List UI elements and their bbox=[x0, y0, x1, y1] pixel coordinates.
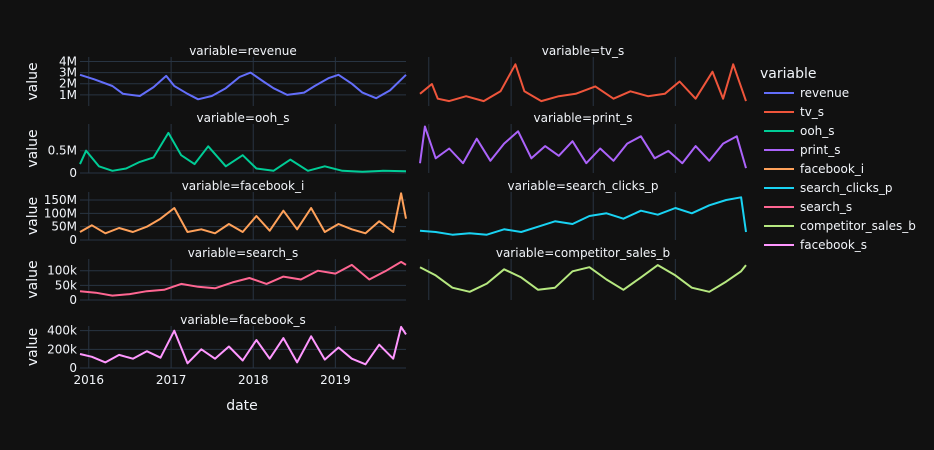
x-tick-label: 2016 bbox=[74, 373, 105, 387]
facet-title: variable=print_s bbox=[534, 111, 633, 125]
series-line-competitor_sales_b bbox=[419, 264, 747, 293]
y-tick-label: 1M bbox=[59, 88, 77, 102]
legend-label: ooh_s bbox=[800, 124, 835, 138]
facet-title: variable=search_clicks_p bbox=[507, 179, 658, 193]
y-tick-label: 0 bbox=[69, 361, 77, 375]
legend-item-facebook_i[interactable]: facebook_i bbox=[764, 162, 864, 176]
facet-print_s: variable=print_s bbox=[419, 111, 747, 173]
series-line-ooh_s bbox=[79, 131, 407, 173]
series-line-facebook_s bbox=[79, 325, 407, 366]
facet-title: variable=facebook_i bbox=[182, 179, 305, 193]
series-line-revenue bbox=[79, 71, 407, 101]
y-axis-label: value bbox=[25, 62, 41, 100]
y-tick-label: 50M bbox=[51, 220, 77, 234]
y-axis-label: value bbox=[25, 129, 41, 167]
y-tick-label: 150M bbox=[44, 193, 77, 207]
legend: variable revenue tv_s ooh_s print_s facebook… bbox=[760, 66, 916, 252]
legend-item-facebook_s[interactable]: facebook_s bbox=[764, 238, 867, 252]
x-tick-label: 2018 bbox=[238, 373, 269, 387]
legend-title: variable bbox=[760, 66, 816, 82]
legend-label: search_s bbox=[800, 200, 852, 214]
series-line-tv_s bbox=[419, 63, 747, 103]
facet-competitor_sales_b: variable=competitor_sales_b bbox=[419, 246, 747, 300]
legend-item-print_s[interactable]: print_s bbox=[764, 143, 840, 157]
legend-label: competitor_sales_b bbox=[800, 219, 916, 233]
legend-item-revenue[interactable]: revenue bbox=[764, 86, 849, 100]
legend-label: tv_s bbox=[800, 105, 824, 119]
legend-item-search_clicks_p[interactable]: search_clicks_p bbox=[764, 181, 893, 195]
legend-item-search_s[interactable]: search_s bbox=[764, 200, 852, 214]
legend-label: search_clicks_p bbox=[800, 181, 893, 195]
y-axis-label: value bbox=[25, 197, 41, 235]
legend-label: print_s bbox=[800, 143, 840, 157]
facet-background bbox=[420, 259, 746, 300]
facet-background bbox=[420, 57, 746, 106]
y-tick-label: 200k bbox=[47, 342, 77, 356]
legend-item-competitor_sales_b[interactable]: competitor_sales_b bbox=[764, 219, 916, 233]
facet-background bbox=[80, 124, 406, 173]
facet-title: variable=tv_s bbox=[542, 44, 625, 58]
y-axis-label: value bbox=[25, 260, 41, 298]
y-tick-label: 0 bbox=[69, 293, 77, 307]
legend-label: revenue bbox=[800, 86, 849, 100]
x-tick-label: 2017 bbox=[156, 373, 187, 387]
legend-item-tv_s[interactable]: tv_s bbox=[764, 105, 824, 119]
facet-title: variable=facebook_s bbox=[180, 313, 306, 327]
y-tick-label: 3M bbox=[59, 66, 77, 80]
y-tick-label: 50k bbox=[55, 278, 77, 292]
y-tick-label: 2M bbox=[59, 77, 77, 91]
series-line-search_s bbox=[79, 260, 407, 297]
y-tick-label: 0 bbox=[69, 166, 77, 180]
y-tick-label: 100M bbox=[44, 206, 77, 220]
y-tick-label: 0.5M bbox=[48, 144, 77, 158]
x-axis-label: date bbox=[226, 398, 258, 414]
y-tick-label: 400k bbox=[47, 324, 77, 338]
facet-background bbox=[420, 192, 746, 240]
y-tick-label: 100k bbox=[47, 264, 77, 278]
y-tick-label: 4M bbox=[59, 54, 77, 68]
legend-label: facebook_i bbox=[800, 162, 864, 176]
facet-title: variable=revenue bbox=[189, 44, 297, 58]
series-line-print_s bbox=[419, 125, 747, 169]
y-tick-label: 0 bbox=[69, 233, 77, 247]
series-line-facebook_i bbox=[79, 192, 407, 235]
legend-item-ooh_s[interactable]: ooh_s bbox=[764, 124, 835, 138]
facet-background bbox=[420, 124, 746, 173]
facet-search_clicks_p: variable=search_clicks_p bbox=[419, 179, 747, 240]
legend-label: facebook_s bbox=[800, 238, 867, 252]
series-line-search_clicks_p bbox=[419, 196, 747, 236]
facet-tv_s: variable=tv_s bbox=[419, 44, 747, 106]
facet-title: variable=ooh_s bbox=[196, 111, 289, 125]
x-tick-label: 2019 bbox=[320, 373, 351, 387]
facet-title: variable=search_s bbox=[188, 246, 299, 260]
y-axis-label: value bbox=[25, 328, 41, 366]
facet-background bbox=[80, 57, 406, 106]
facet-title: variable=competitor_sales_b bbox=[496, 246, 670, 260]
